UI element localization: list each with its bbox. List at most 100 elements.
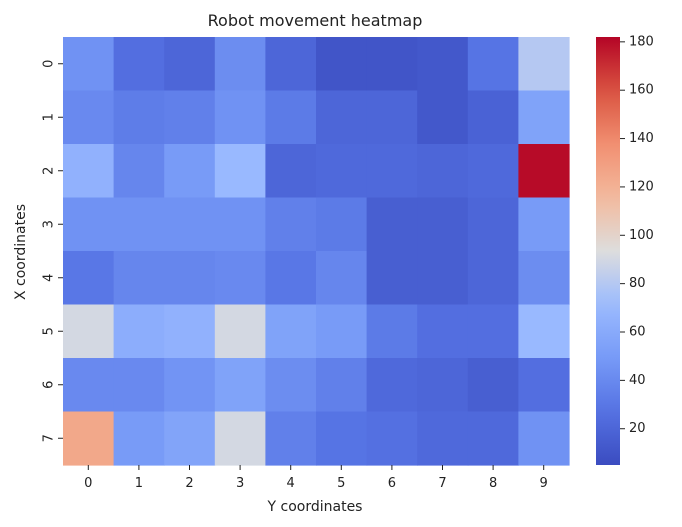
heatmap-cell-r2-c2 <box>164 144 216 199</box>
heatmap-cell-r3-c8 <box>467 197 519 252</box>
x-axis-title: Y coordinates <box>267 499 363 515</box>
x-tick-label: 8 <box>489 476 497 491</box>
heatmap-cell-r7-c8 <box>467 411 519 466</box>
x-tick-label: 4 <box>287 476 295 491</box>
heatmap-cell-r2-c9 <box>518 144 570 199</box>
heatmap-cell-r4-c3 <box>214 251 266 306</box>
heatmap-cell-r0-c9 <box>518 37 570 92</box>
heatmap-cell-r4-c1 <box>113 251 165 306</box>
colorbar-tick-label: 40 <box>629 373 646 388</box>
heatmap-cell-r0-c4 <box>265 37 317 92</box>
heatmap-cell-r6-c4 <box>265 358 317 413</box>
heatmap-cell-r2-c8 <box>467 144 519 199</box>
colorbar-tick-label: 120 <box>629 179 654 194</box>
heatmap-cell-r4-c6 <box>366 251 418 306</box>
y-tick-label: 3 <box>42 220 57 228</box>
colorbar-tick-label: 140 <box>629 131 654 146</box>
heatmap-cell-r0-c2 <box>164 37 216 92</box>
heatmap-cell-r2-c6 <box>366 144 418 199</box>
heatmap-cell-r0-c3 <box>214 37 266 92</box>
y-tick-label: 4 <box>42 274 57 282</box>
heatmap-cell-r0-c1 <box>113 37 165 92</box>
heatmap-cell-r5-c1 <box>113 304 165 359</box>
heatmap-cell-r6-c2 <box>164 358 216 413</box>
heatmap-cell-r4-c7 <box>417 251 469 306</box>
heatmap-cell-r2-c1 <box>113 144 165 199</box>
heatmap-cell-r3-c6 <box>366 197 418 252</box>
heatmap-cell-r1-c6 <box>366 90 418 145</box>
y-axis-title: X coordinates <box>13 204 29 300</box>
heatmap-cell-r4-c9 <box>518 251 570 306</box>
heatmap-cell-r3-c4 <box>265 197 317 252</box>
colorbar-ticks: 20 40 60 80 100 120 140 160 180 <box>620 34 654 436</box>
heatmap-cell-r7-c3 <box>214 411 266 466</box>
x-tick-label: 3 <box>236 476 244 491</box>
heatmap-cell-r6-c6 <box>366 358 418 413</box>
heatmap-cell-r2-c5 <box>316 144 368 199</box>
y-tick-label: 0 <box>42 60 57 68</box>
heatmap-cell-r7-c1 <box>113 411 165 466</box>
heatmap-cell-r0-c8 <box>467 37 519 92</box>
heatmap-cell-r1-c7 <box>417 90 469 145</box>
heatmap-cell-r4-c2 <box>164 251 216 306</box>
heatmap-cell-r7-c2 <box>164 411 216 466</box>
heatmap-cell-r5-c9 <box>518 304 570 359</box>
heatmap-cell-r7-c9 <box>518 411 570 466</box>
heatmap-cell-r5-c8 <box>467 304 519 359</box>
heatmap-cell-r6-c3 <box>214 358 266 413</box>
heatmap-cell-r4-c0 <box>63 251 115 306</box>
heatmap-cell-r7-c4 <box>265 411 317 466</box>
heatmap-cell-r6-c0 <box>63 358 115 413</box>
heatmap-cell-r1-c0 <box>63 90 115 145</box>
heatmap-cell-r6-c7 <box>417 358 469 413</box>
heatmap-cell-r1-c2 <box>164 90 216 145</box>
heatmap-cell-r3-c3 <box>214 197 266 252</box>
heatmap-cell-r0-c0 <box>63 37 115 92</box>
colorbar-tick-label: 80 <box>629 276 646 291</box>
heatmap-cell-r0-c6 <box>366 37 418 92</box>
x-tick-label: 6 <box>388 476 396 491</box>
heatmap-cell-r2-c3 <box>214 144 266 199</box>
heatmap-cell-r2-c7 <box>417 144 469 199</box>
heatmap-cell-r5-c3 <box>214 304 266 359</box>
colorbar-tick-label: 100 <box>629 228 654 243</box>
heatmap-cell-r7-c7 <box>417 411 469 466</box>
heatmap-cell-r3-c5 <box>316 197 368 252</box>
heatmap-cell-r3-c7 <box>417 197 469 252</box>
y-tick-label: 1 <box>42 113 57 121</box>
x-tick-label: 9 <box>540 476 548 491</box>
heatmap-cell-r3-c0 <box>63 197 115 252</box>
heatmap-cell-r5-c0 <box>63 304 115 359</box>
heatmap-cell-r0-c5 <box>316 37 368 92</box>
y-tick-label: 6 <box>42 381 57 389</box>
heatmap-cell-r1-c9 <box>518 90 570 145</box>
colorbar-tick-label: 160 <box>629 83 654 98</box>
colorbar-tick-label: 20 <box>629 421 646 436</box>
heatmap-cell-r1-c8 <box>467 90 519 145</box>
heatmap-cell-r0-c7 <box>417 37 469 92</box>
heatmap-cell-r1-c5 <box>316 90 368 145</box>
heatmap-cell-r5-c7 <box>417 304 469 359</box>
heatmap-cell-r1-c4 <box>265 90 317 145</box>
colorbar-tick-label: 60 <box>629 325 646 340</box>
x-tick-label: 5 <box>337 476 345 491</box>
heatmap-cell-r5-c4 <box>265 304 317 359</box>
x-axis-ticks: 0 1 2 3 4 5 6 7 8 9 <box>84 465 548 491</box>
heatmap-cell-r3-c9 <box>518 197 570 252</box>
heatmap-cell-r2-c4 <box>265 144 317 199</box>
heatmap-cell-r6-c9 <box>518 358 570 413</box>
x-tick-label: 2 <box>185 476 193 491</box>
heatmap-cell-r6-c1 <box>113 358 165 413</box>
heatmap-cell-r4-c5 <box>316 251 368 306</box>
heatmap-cells <box>63 37 570 466</box>
y-axis-ticks: 0 1 2 3 4 5 6 7 <box>42 60 63 442</box>
heatmap-cell-r7-c5 <box>316 411 368 466</box>
x-tick-label: 1 <box>135 476 143 491</box>
y-tick-label: 2 <box>42 167 57 175</box>
heatmap-cell-r6-c8 <box>467 358 519 413</box>
chart-title: Robot movement heatmap <box>208 11 423 30</box>
heatmap-cell-r5-c6 <box>366 304 418 359</box>
colorbar <box>596 37 620 465</box>
heatmap-cell-r2-c0 <box>63 144 115 199</box>
